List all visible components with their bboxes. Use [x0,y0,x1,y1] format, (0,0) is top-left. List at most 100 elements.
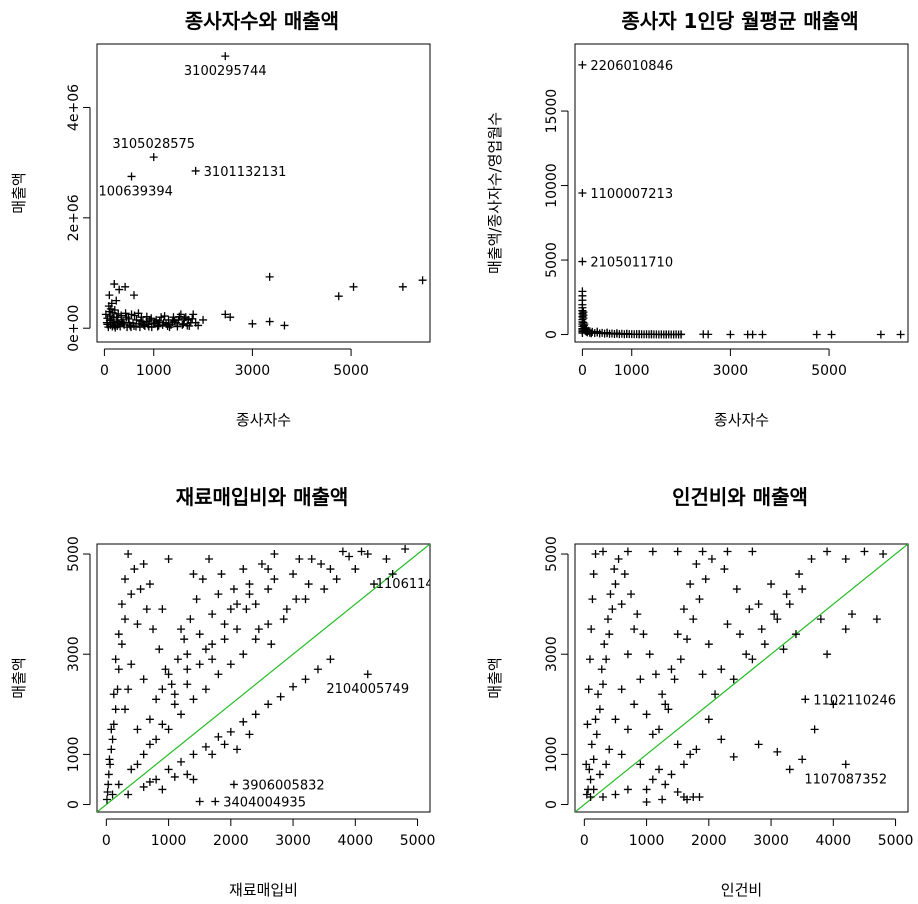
point-annotation: 3100295744 [184,64,267,79]
point-annotation: 3105028575 [112,137,195,152]
data-point [301,595,310,604]
data-point [242,605,251,614]
data-point [180,635,189,644]
x-tick-label: 2000 [691,833,727,849]
data-point [633,610,642,619]
data-point [623,785,632,794]
data-point [208,640,217,649]
data-point [145,580,154,589]
data-point [647,330,656,339]
data-point [251,635,260,644]
x-tick-label: 3000 [753,833,789,849]
data-point [585,655,594,664]
data-point [155,317,164,326]
data-point [642,710,651,719]
y-tick-label: 1000 [66,737,82,773]
data-point [149,625,158,634]
data-point [205,555,214,564]
data-point [164,765,173,774]
data-point [251,710,260,719]
data-point [594,690,603,699]
data-point [582,760,591,769]
data-point [164,555,173,564]
data-point [142,605,151,614]
data-point [158,720,167,729]
data-point [189,695,198,704]
data-point [264,700,273,709]
data-point [113,317,122,326]
y-tick-label: 5000 [66,536,82,572]
data-point [606,590,615,599]
data-point [620,570,629,579]
data-point [233,625,242,634]
data-point [165,323,174,332]
data-point [115,285,124,294]
y-tick-label: 3000 [544,636,560,672]
y-tick-label: 0 [66,800,82,809]
data-point [655,765,664,774]
data-point [334,292,343,301]
data-point [270,550,279,559]
data-point [177,625,186,634]
data-point [173,655,182,664]
data-point [127,323,136,332]
data-point [183,680,192,689]
data-point [245,590,254,599]
data-point [114,780,123,789]
data-point [139,560,148,569]
data-point [239,650,248,659]
data-point [580,320,589,329]
data-point [113,685,122,694]
data-point [645,650,654,659]
data-point [226,727,235,736]
data-point [201,685,210,694]
data-point [748,547,757,556]
data-point [138,318,147,327]
data-point [124,314,133,323]
data-point [623,725,632,734]
chart-title: 종사자수와 매출액 [185,9,339,33]
data-point [158,685,167,694]
data-point [135,323,144,332]
data-point [600,640,609,649]
data-point [614,555,623,564]
x-axis-title: 재료매입비 [229,881,298,899]
data-point [245,580,254,589]
data-point [711,690,720,699]
data-point [658,795,667,804]
data-point [673,547,682,556]
data-point [307,555,316,564]
data-point [108,322,117,331]
data-point [110,305,119,314]
x-tick-label: 1000 [151,833,187,849]
data-point [742,650,751,659]
data-point [578,60,587,69]
data-point [191,318,200,327]
data-point [103,787,112,796]
data-point [127,765,136,774]
data-point [401,545,410,554]
data-point [121,575,130,584]
y-tick-label: 0e+00 [66,305,82,352]
data-point [160,312,169,321]
data-point [388,570,397,579]
data-point [199,315,208,324]
data-point [661,780,670,789]
data-point [214,732,223,741]
data-point [823,650,832,659]
data-points [578,60,905,339]
data-point [282,605,291,614]
data-point [785,600,794,609]
data-point [280,321,289,330]
point-annotation: 1100639394 [90,184,173,199]
data-point [754,600,763,609]
data-point [585,327,594,336]
y-tick-label: 4e+06 [66,84,82,131]
data-point [662,330,671,339]
x-tick-label: 0 [102,833,111,849]
data-point [220,740,229,749]
data-point [152,735,161,744]
y-tick-label: 0 [544,800,560,809]
data-point [201,742,210,751]
data-point [267,640,276,649]
